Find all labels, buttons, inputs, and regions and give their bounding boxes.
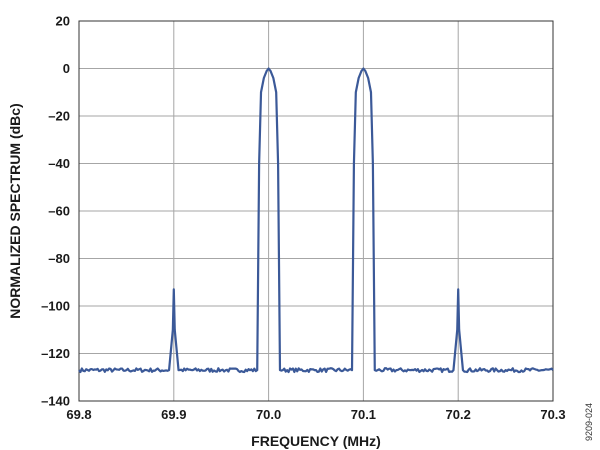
x-tick-label: 69.8 — [66, 407, 91, 422]
spectrum-trace — [78, 67, 554, 374]
x-tick-label: 70.1 — [351, 407, 376, 422]
x-tick-label: 69.9 — [161, 407, 186, 422]
y-tick-label: –40 — [48, 156, 70, 171]
y-tick-label: –120 — [41, 346, 70, 361]
y-tick-label: 0 — [63, 61, 70, 76]
y-tick-label: –140 — [41, 394, 70, 409]
x-tick-label: 70.0 — [256, 407, 281, 422]
y-tick-label: –20 — [48, 109, 70, 124]
y-axis-title: NORMALIZED SPECTRUM (dBc) — [7, 103, 23, 318]
x-tick-label: 70.2 — [446, 407, 471, 422]
x-axis-title: FREQUENCY (MHz) — [251, 433, 381, 449]
y-tick-label: –100 — [41, 299, 70, 314]
grid — [79, 21, 553, 401]
plot-frame — [78, 20, 554, 402]
figure-id-label: 9209-024 — [584, 403, 594, 441]
x-tick-label: 70.3 — [540, 407, 565, 422]
y-tick-label: –60 — [48, 204, 70, 219]
y-tick-labels: 20 0 –20 –40 –60 –80 –100 –120 –140 — [41, 14, 70, 409]
y-tick-label: 20 — [56, 14, 70, 29]
x-tick-labels: 69.8 69.9 70.0 70.1 70.2 70.3 — [66, 407, 565, 422]
y-tick-label: –80 — [48, 251, 70, 266]
